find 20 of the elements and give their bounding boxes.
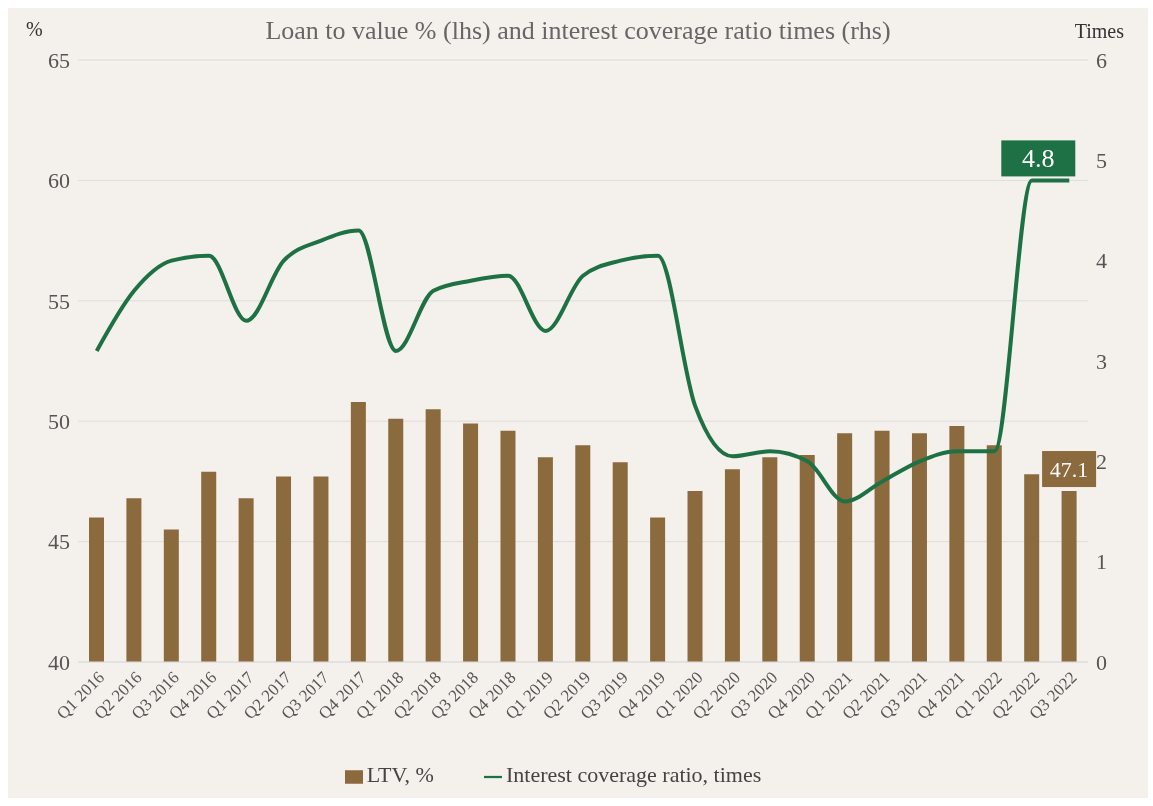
y-tick-label: 65 [48,47,70,73]
legend-label: LTV, % [366,762,434,787]
y2-tick-label: 2 [1096,449,1107,475]
y2-tick-label: 4 [1096,248,1107,274]
y-axis-title: % [26,18,43,41]
y2-axis-title: Times [1074,20,1124,43]
y2-tick-label: 5 [1096,148,1107,174]
y-tick-label: 40 [48,649,70,675]
legend-label: Interest coverage ratio, times [505,762,762,787]
y2-tick-label: 3 [1096,348,1107,374]
data-label: 47.1 [1049,456,1089,482]
data-label: 4.8 [1022,143,1055,173]
y-tick-label: 55 [48,288,70,314]
y2-tick-label: 6 [1096,47,1107,73]
y-tick-label: 45 [48,529,70,555]
y2-tick-label: 1 [1096,549,1107,575]
chart-title: Loan to value % (lhs) and interest coverage ratio times (rhs) [265,16,891,45]
y-tick-label: 50 [48,409,70,435]
y-tick-label: 60 [48,168,70,194]
y2-tick-label: 0 [1096,649,1107,675]
